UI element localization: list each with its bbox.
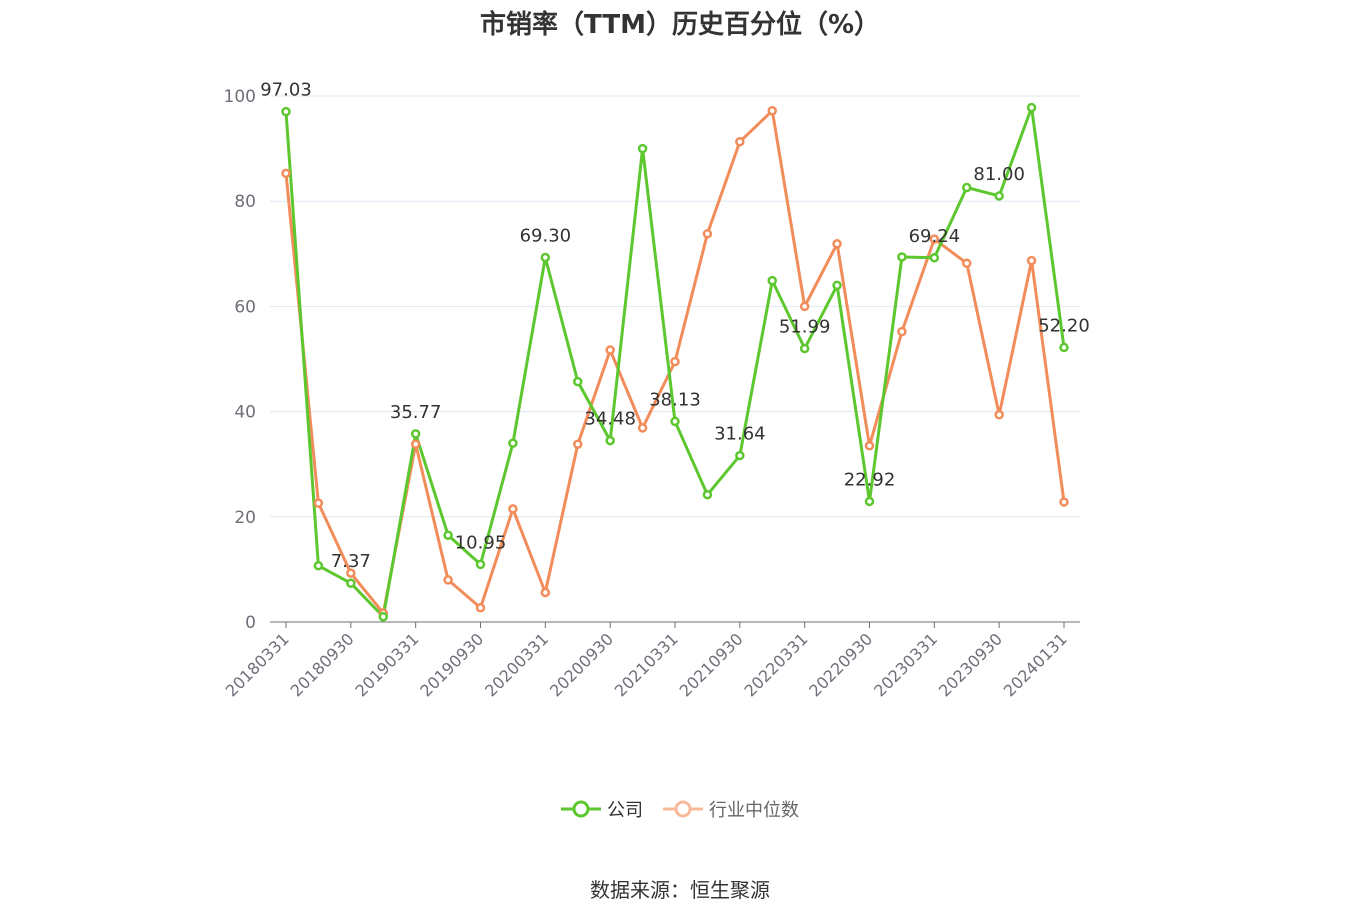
data-point [475, 559, 486, 570]
data-point [475, 603, 486, 613]
x-axis: 2018033120180930201903312019093020200331… [222, 621, 1080, 700]
y-tick-label: 60 [234, 297, 256, 317]
data-point [637, 423, 648, 433]
data-label: 22.92 [844, 469, 896, 490]
data-point [670, 356, 680, 367]
grid-lines [270, 95, 1080, 518]
data-point [573, 376, 583, 387]
data-label: 35.77 [390, 402, 442, 423]
x-tick-label: 20190930 [416, 629, 487, 700]
chart-title: 市销率（TTM）历史百分位（%） [480, 10, 880, 40]
data-point [410, 439, 421, 449]
series-points [281, 102, 1069, 622]
x-tick-label: 20180930 [287, 629, 358, 700]
data-point [929, 253, 940, 263]
data-point [637, 143, 648, 154]
y-tick-label: 80 [234, 192, 256, 212]
x-tick-label: 20200930 [546, 629, 617, 700]
legend-label-company: 公司 [607, 800, 643, 821]
y-tick-label: 100 [224, 87, 256, 107]
data-point [281, 106, 291, 117]
legend-label-industry: 行业中位数 [709, 800, 799, 821]
data-point [1059, 497, 1069, 507]
x-tick-label: 20180331 [222, 629, 293, 700]
data-point [702, 229, 713, 239]
x-tick-label: 20220930 [805, 629, 876, 700]
x-tick-label: 20200331 [481, 629, 552, 700]
data-point [864, 441, 875, 451]
data-point [962, 182, 972, 193]
data-point [1059, 342, 1069, 353]
data-point [313, 498, 324, 508]
data-source: 数据来源：恒生聚源 [590, 878, 770, 902]
data-label: 81.00 [973, 164, 1025, 185]
data-labels: 97.03 7.37 35.77 10.95 69.30 34.48 38.13 31.64 5… [260, 80, 1090, 573]
data-point [410, 429, 421, 439]
x-tick-label: 20220331 [740, 629, 811, 700]
data-label: 69.24 [909, 226, 961, 247]
data-point [508, 438, 518, 448]
data-label: 97.03 [260, 80, 312, 101]
x-tick-label: 20230331 [870, 629, 941, 700]
y-tick-label: 20 [234, 508, 256, 528]
data-point [508, 504, 518, 514]
data-label: 31.64 [714, 424, 766, 445]
data-point [346, 568, 356, 578]
data-point [1026, 255, 1037, 266]
data-point [929, 234, 940, 244]
x-tick-label: 20210331 [611, 629, 682, 700]
data-label: 7.37 [331, 551, 371, 572]
data-point [443, 575, 453, 585]
data-label: 52.20 [1038, 315, 1090, 336]
data-point [994, 410, 1004, 420]
data-point [962, 258, 972, 269]
data-label: 10.95 [455, 532, 507, 553]
data-point [735, 137, 745, 147]
data-point [670, 416, 680, 427]
data-point [799, 301, 810, 312]
y-axis: 0 20 40 60 80 100 [224, 87, 256, 633]
data-label: 34.48 [584, 409, 636, 430]
legend: 公司 行业中位数 [0, 796, 1360, 822]
x-tick-label: 20240131 [1000, 629, 1071, 700]
x-tick-label: 20190331 [351, 629, 422, 700]
y-tick-label: 40 [234, 403, 256, 423]
legend-marker-industry [663, 800, 703, 818]
data-point [281, 168, 291, 179]
line-chart: 0 20 40 60 80 100 201803312018093020190331201… [222, 80, 1090, 701]
data-point [605, 435, 615, 446]
data-point [540, 587, 551, 598]
data-point [702, 489, 713, 500]
data-point [799, 343, 810, 354]
data-point [378, 611, 388, 622]
data-point [832, 239, 842, 249]
x-tick-label: 20230930 [935, 629, 1006, 700]
data-point [767, 105, 777, 116]
legend-item-company[interactable]: 公司 [561, 796, 643, 822]
data-point [573, 439, 583, 449]
legend-marker-company [561, 800, 601, 818]
legend-item-industry[interactable]: 行业中位数 [663, 796, 799, 822]
data-point [346, 578, 356, 588]
data-point [864, 496, 875, 507]
data-point [897, 252, 907, 262]
y-tick-label: 0 [245, 613, 256, 633]
data-point [605, 345, 615, 355]
data-point [1026, 102, 1037, 113]
data-point [767, 275, 777, 286]
data-point [832, 280, 842, 291]
data-point [540, 252, 551, 263]
data-point [994, 191, 1004, 201]
data-label: 38.13 [649, 389, 701, 410]
x-tick-label: 20210930 [676, 629, 747, 700]
data-point [443, 530, 453, 540]
data-point [897, 326, 907, 337]
data-label: 51.99 [779, 317, 831, 338]
data-point [313, 560, 324, 571]
data-point [735, 450, 745, 461]
data-label: 69.30 [520, 225, 572, 246]
